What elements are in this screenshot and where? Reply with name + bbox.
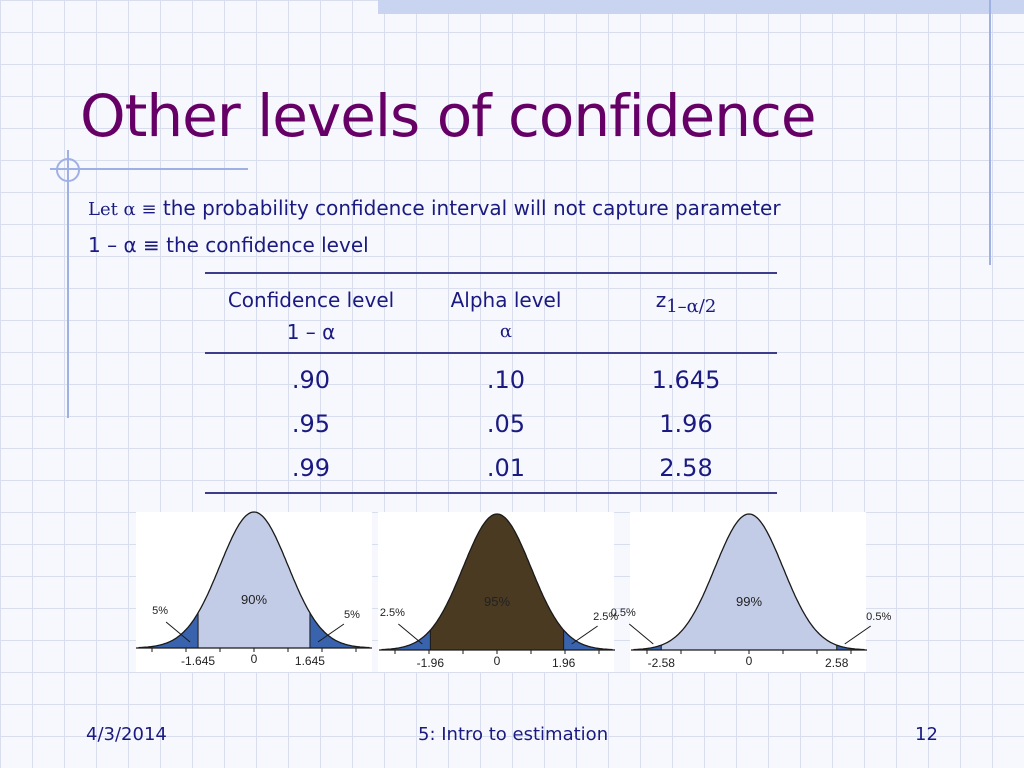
left-tail-label: 5% [152, 605, 168, 617]
tick-label: 0 [251, 652, 258, 666]
table-cell: .99 [291, 454, 331, 482]
table-cell: .01 [486, 454, 526, 482]
decorative-band [378, 0, 1024, 14]
confidence-table: Confidence level 1 – α Alpha level α z1–… [205, 272, 777, 494]
table-cell: .95 [291, 410, 331, 438]
table-cell: 1.645 [651, 366, 721, 394]
tick-label: -1.96 [417, 656, 445, 670]
tick-label: -1.645 [181, 654, 215, 668]
table-row: .90 .10 1.645 [205, 358, 777, 402]
header-z-subscript: 1–α/2 [666, 296, 717, 317]
header-line: Confidence level [227, 288, 395, 312]
decorative-vertical-line [67, 150, 69, 418]
definition-confidence-level: 1 – α ≡ the confidence level [88, 233, 369, 257]
left-tail-area [138, 612, 199, 648]
right-tail-pointer [844, 625, 872, 645]
tick-label: 1.645 [295, 654, 325, 668]
right-tail-area [563, 630, 613, 650]
footer-date: 4/3/2014 [86, 724, 167, 745]
right-tail-area [836, 645, 865, 650]
tick-label: 2.58 [825, 656, 849, 670]
central-area [198, 512, 310, 648]
left-tail-area [381, 630, 431, 650]
right-tail-label: 0.5% [866, 611, 891, 623]
center-percent-label: 99% [736, 594, 762, 609]
table-top-rule [205, 272, 777, 274]
tick-label: -2.58 [648, 656, 676, 670]
table-header-row: Confidence level 1 – α Alpha level α z1–… [205, 274, 777, 352]
header-confidence-level: Confidence level 1 – α [205, 274, 417, 352]
table-cell: 1.96 [659, 410, 713, 438]
slide-title: Other levels of confidence [80, 82, 817, 150]
header-alpha-level: Alpha level α [417, 274, 595, 352]
left-tail-pointer [628, 623, 654, 645]
density-curve [138, 511, 370, 649]
tick-label: 0 [494, 654, 501, 668]
header-line: 1 – α [286, 320, 336, 344]
center-percent-label: 95% [484, 594, 510, 609]
table-cell: .10 [486, 366, 526, 394]
decorative-vertical-line [989, 0, 991, 265]
header-line: α [499, 321, 513, 342]
table-cell: 2.58 [659, 454, 713, 482]
header-z-value: z1–α/2 [595, 274, 777, 352]
center-percent-label: 90% [241, 592, 267, 607]
footer-title: 5: Intro to estimation [418, 724, 609, 745]
tick-label: 1.96 [552, 656, 576, 670]
right-tail-pointer [317, 623, 345, 643]
left-tail-pointer [165, 621, 191, 643]
density-curve [633, 513, 865, 651]
header-line: Alpha level [450, 288, 562, 312]
definition-text: the probability confidence interval will… [156, 196, 781, 220]
left-tail-label: 2.5% [380, 607, 405, 619]
right-tail-area [309, 612, 370, 648]
left-tail-area [633, 645, 662, 650]
definition-lead: 1 – α ≡ [88, 233, 160, 257]
table-row: .99 .01 2.58 [205, 446, 777, 490]
table-row: .95 .05 1.96 [205, 402, 777, 446]
header-z: z [655, 288, 667, 312]
definition-alpha: Let α ≡ the probability confidence inter… [88, 196, 781, 220]
left-tail-pointer [398, 623, 423, 645]
right-tail-pointer [571, 625, 598, 645]
density-curve [381, 513, 613, 651]
table-cell: .90 [291, 366, 331, 394]
table-header-rule [205, 352, 777, 354]
decorative-circle [56, 158, 80, 182]
page-number: 12 [915, 724, 938, 745]
decorative-horizontal-line [50, 168, 248, 170]
right-tail-label: 2.5% [593, 611, 618, 623]
tick-label: 0 [746, 654, 753, 668]
central-area [430, 514, 564, 650]
right-tail-label: 5% [344, 609, 360, 621]
definition-lead: Let α ≡ [88, 199, 157, 220]
table-cell: .05 [486, 410, 526, 438]
definition-text: the confidence level [159, 233, 369, 257]
table-bottom-rule [205, 492, 777, 494]
central-area [661, 514, 837, 650]
left-tail-label: 0.5% [611, 607, 636, 619]
table-body: .90 .10 1.645 .95 .05 1.96 .99 .01 2.58 [205, 354, 777, 492]
